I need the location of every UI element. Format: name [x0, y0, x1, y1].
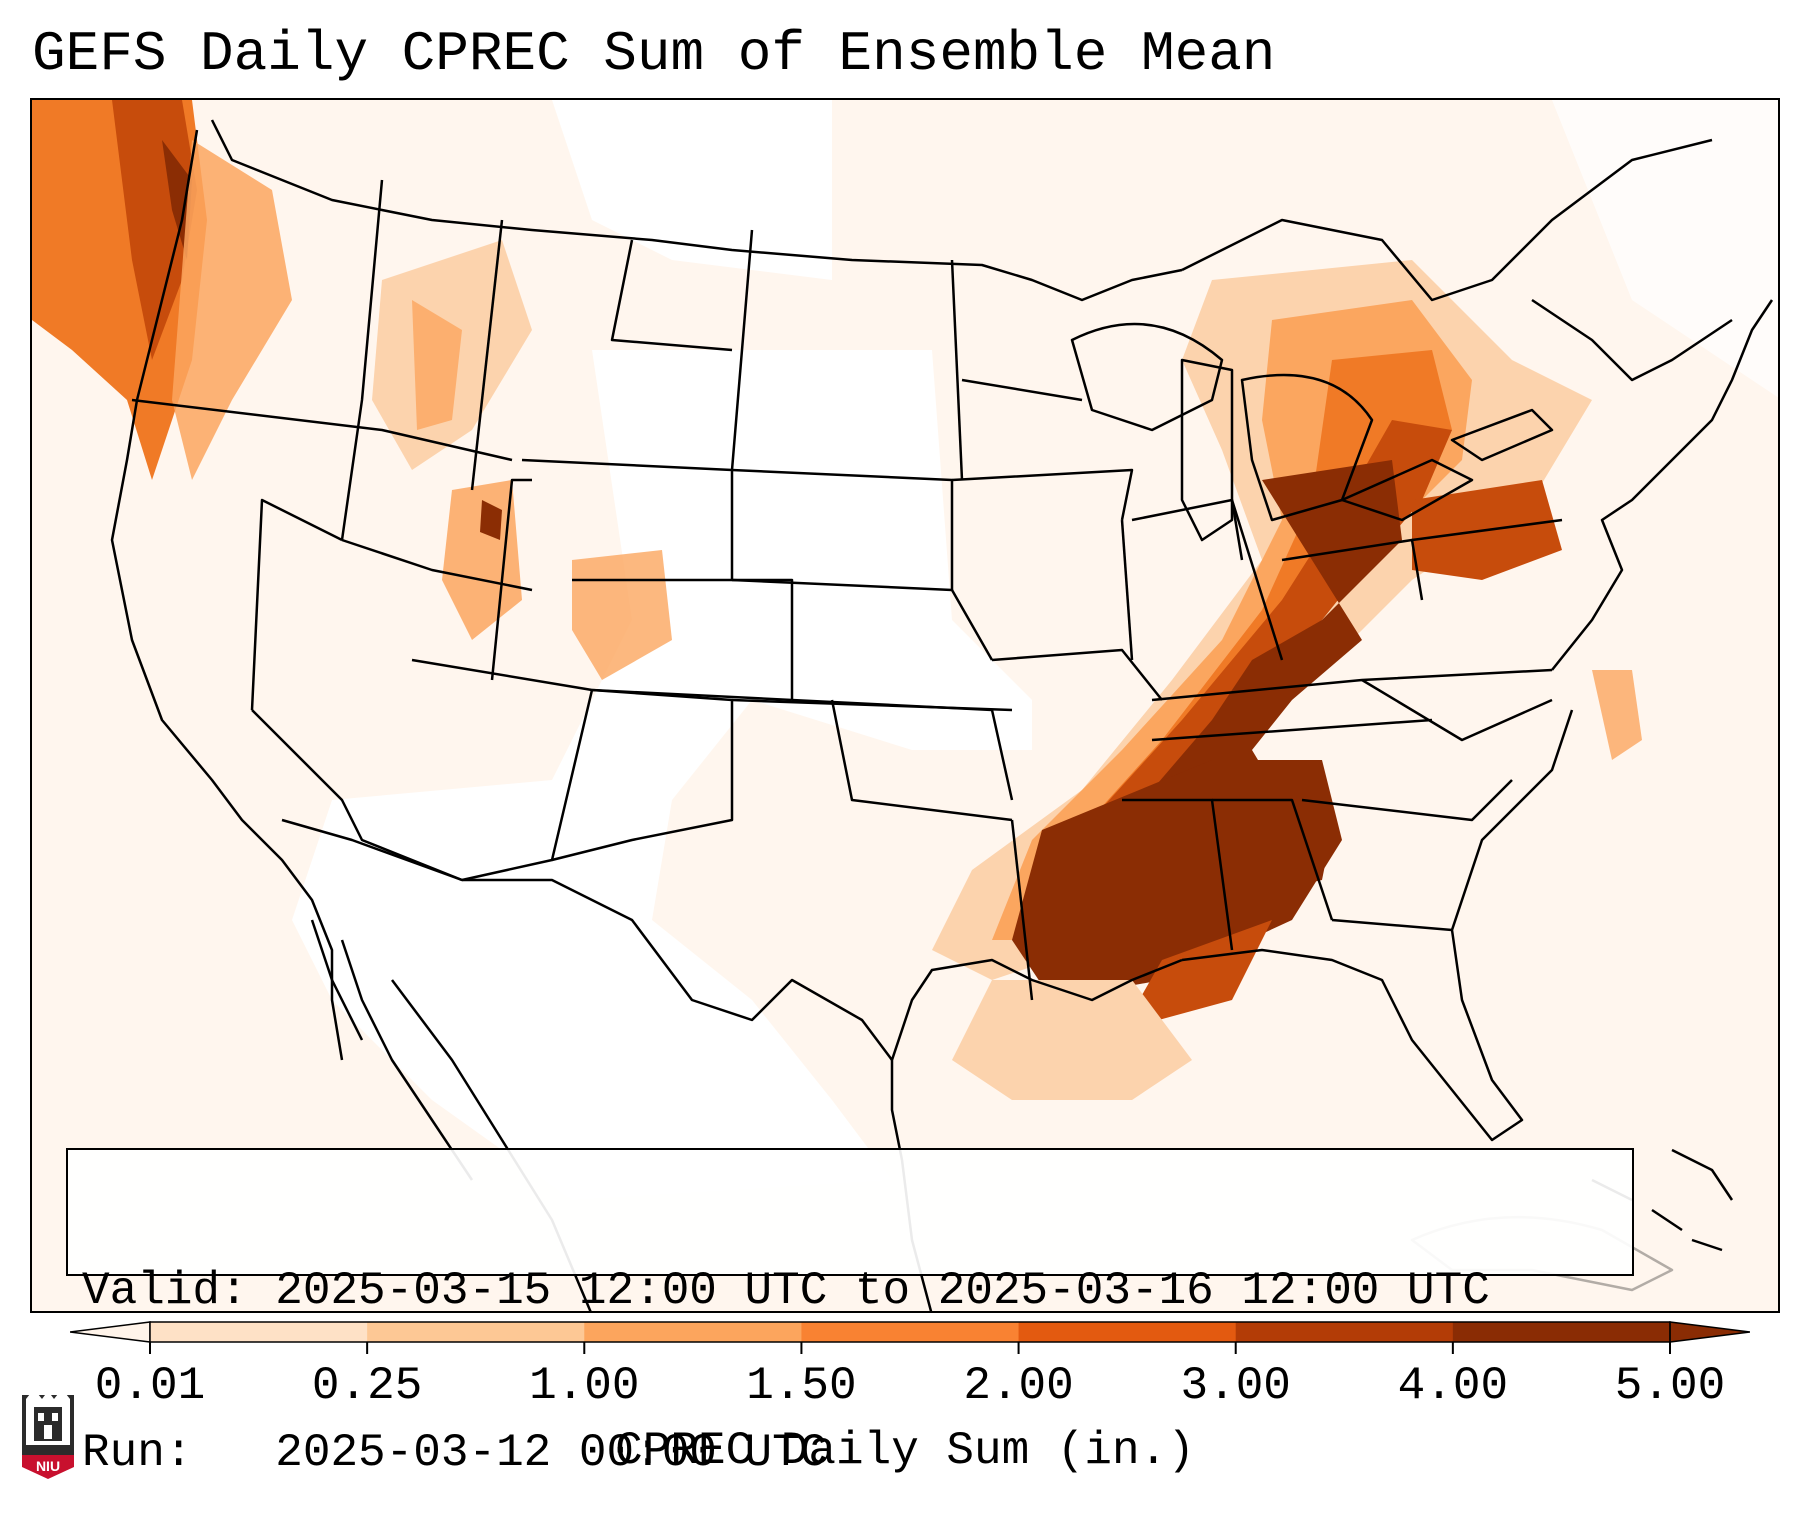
colorbar-segment — [801, 1322, 1020, 1342]
colorbar-tick-label: 0.01 — [94, 1360, 206, 1412]
colorbar-extend-low — [70, 1321, 151, 1343]
colorbar-title: CPREC Daily Sum (in.) — [615, 1425, 1195, 1477]
colorbar-segment — [1235, 1322, 1454, 1342]
chart-title: GEFS Daily CPREC Sum of Ensemble Mean — [32, 22, 1276, 86]
precip-shading — [32, 100, 1778, 1311]
colorbar-segment — [150, 1322, 368, 1342]
colorbar-segment — [1452, 1322, 1671, 1342]
colorbar-tick-label: 4.00 — [1397, 1360, 1509, 1412]
run-time-text: Run: 2025-03-12 00:00 UTC — [82, 1427, 828, 1479]
map-panel[interactable] — [30, 98, 1780, 1313]
colorbar-extend-high — [1669, 1321, 1750, 1343]
colorbar-tick-label: 0.25 — [311, 1360, 423, 1412]
colorbar-segment — [1018, 1322, 1237, 1342]
colorbar-tick-label: 2.00 — [963, 1360, 1074, 1412]
precip-map — [32, 100, 1778, 1311]
colorbar-tick-label: 3.00 — [1180, 1360, 1291, 1412]
colorbar-segment — [367, 1322, 585, 1342]
niu-logo: NIU — [20, 1385, 76, 1485]
niu-logo-graphic: NIU — [22, 1389, 74, 1479]
valid-time-text: Valid: 2025-03-15 12:00 UTC to 2025-03-1… — [82, 1265, 1490, 1317]
valid-run-box: Valid: 2025-03-15 12:00 UTC to 2025-03-1… — [66, 1148, 1634, 1479]
colorbar-tick-label: 1.00 — [529, 1360, 640, 1412]
niu-logo-text: NIU — [36, 1458, 60, 1474]
colorbar-segment — [584, 1322, 802, 1342]
colorbar-tick-label: 1.50 — [746, 1360, 857, 1412]
colorbar — [70, 1321, 1750, 1354]
colorbar-tick-label: 5.00 — [1614, 1360, 1726, 1412]
